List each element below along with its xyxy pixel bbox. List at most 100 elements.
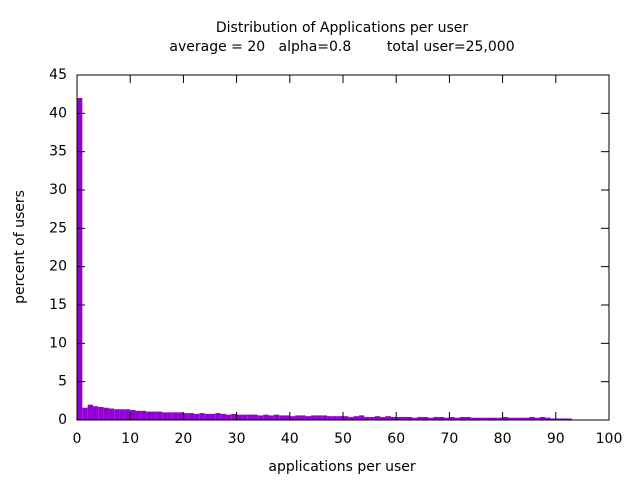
- bar: [529, 416, 535, 420]
- bar: [433, 416, 439, 420]
- bar: [380, 416, 386, 420]
- x-tick-label: 50: [334, 431, 352, 447]
- bar: [172, 412, 179, 420]
- bar: [406, 416, 413, 420]
- y-tick-label: 15: [49, 297, 67, 313]
- bar: [555, 418, 562, 420]
- bar: [220, 413, 226, 420]
- bar: [273, 414, 280, 420]
- bar: [77, 98, 83, 420]
- bar: [507, 417, 514, 420]
- bar: [561, 418, 567, 420]
- bar: [311, 415, 317, 420]
- bar: [188, 413, 195, 420]
- y-tick-label: 45: [49, 67, 67, 83]
- chart-subtitle: average = 20 alpha=0.8 total user=25,000: [169, 39, 514, 55]
- bar: [321, 415, 328, 420]
- bar: [401, 416, 407, 420]
- y-tick-label: 10: [49, 335, 67, 351]
- bar: [364, 416, 370, 420]
- bar: [167, 412, 173, 420]
- bar: [82, 407, 88, 420]
- bar: [412, 417, 418, 420]
- bar: [481, 417, 487, 420]
- bar: [114, 409, 120, 420]
- bar: [385, 416, 391, 420]
- bar: [337, 416, 343, 420]
- bar: [300, 415, 306, 420]
- bar: [438, 416, 445, 420]
- bar: [332, 416, 338, 420]
- bar: [460, 416, 466, 420]
- x-tick-label: 20: [174, 431, 192, 447]
- bar: [523, 417, 530, 420]
- bar: [279, 415, 285, 420]
- x-tick-label: 30: [228, 431, 246, 447]
- bar: [396, 416, 402, 420]
- bar: [444, 417, 450, 420]
- x-tick-label: 60: [387, 431, 405, 447]
- bar: [236, 414, 242, 420]
- x-tick-label: 0: [73, 431, 82, 447]
- bar: [465, 416, 471, 420]
- bar: [353, 416, 359, 420]
- bar: [497, 417, 503, 420]
- x-tick-label: 100: [596, 431, 623, 447]
- bar: [374, 416, 381, 420]
- bar: [550, 418, 556, 420]
- bar: [231, 413, 237, 420]
- chart-title: Distribution of Applications per user: [216, 20, 469, 36]
- bar: [252, 414, 258, 420]
- bar: [486, 417, 492, 420]
- bar: [87, 404, 93, 420]
- bar: [343, 416, 349, 420]
- bar: [327, 416, 333, 420]
- bar: [502, 416, 508, 420]
- x-tick-label: 10: [121, 431, 139, 447]
- bar: [151, 411, 157, 420]
- y-tick-label: 30: [49, 182, 67, 198]
- bar: [358, 415, 365, 420]
- bar: [263, 414, 269, 420]
- bar: [566, 418, 572, 420]
- bar: [135, 410, 141, 420]
- bar: [348, 416, 354, 420]
- bar: [539, 416, 546, 420]
- x-axis-label: applications per user: [268, 459, 415, 475]
- plot-border: [76, 74, 610, 421]
- bar: [225, 414, 232, 420]
- bar: [215, 413, 221, 420]
- y-tick-label: 0: [58, 412, 67, 428]
- x-tick-label: 90: [547, 431, 565, 447]
- bar: [295, 415, 301, 420]
- bar: [204, 413, 210, 420]
- bar: [108, 408, 115, 420]
- bar: [199, 413, 205, 420]
- y-tick-label: 20: [49, 259, 67, 275]
- bar: [103, 407, 109, 420]
- bar: [130, 410, 136, 420]
- x-tick-label: 70: [440, 431, 458, 447]
- bar: [162, 412, 168, 420]
- y-axis-label: percent of users: [12, 190, 28, 304]
- bar: [284, 415, 290, 420]
- bar: [241, 414, 248, 420]
- bar: [390, 416, 397, 420]
- x-tick-label: 40: [281, 431, 299, 447]
- bar: [369, 416, 375, 420]
- bar: [257, 415, 264, 420]
- y-tick-label: 25: [49, 220, 67, 236]
- bar: [316, 415, 322, 420]
- bar: [470, 417, 476, 420]
- bar: [178, 412, 184, 420]
- bar: [92, 406, 99, 420]
- bar: [268, 415, 274, 420]
- bar: [146, 411, 152, 420]
- bar: [513, 417, 519, 420]
- bar: [124, 409, 131, 420]
- bar: [545, 417, 551, 420]
- y-tick-label: 35: [49, 144, 67, 160]
- bar: [289, 416, 296, 420]
- bar: [422, 416, 429, 420]
